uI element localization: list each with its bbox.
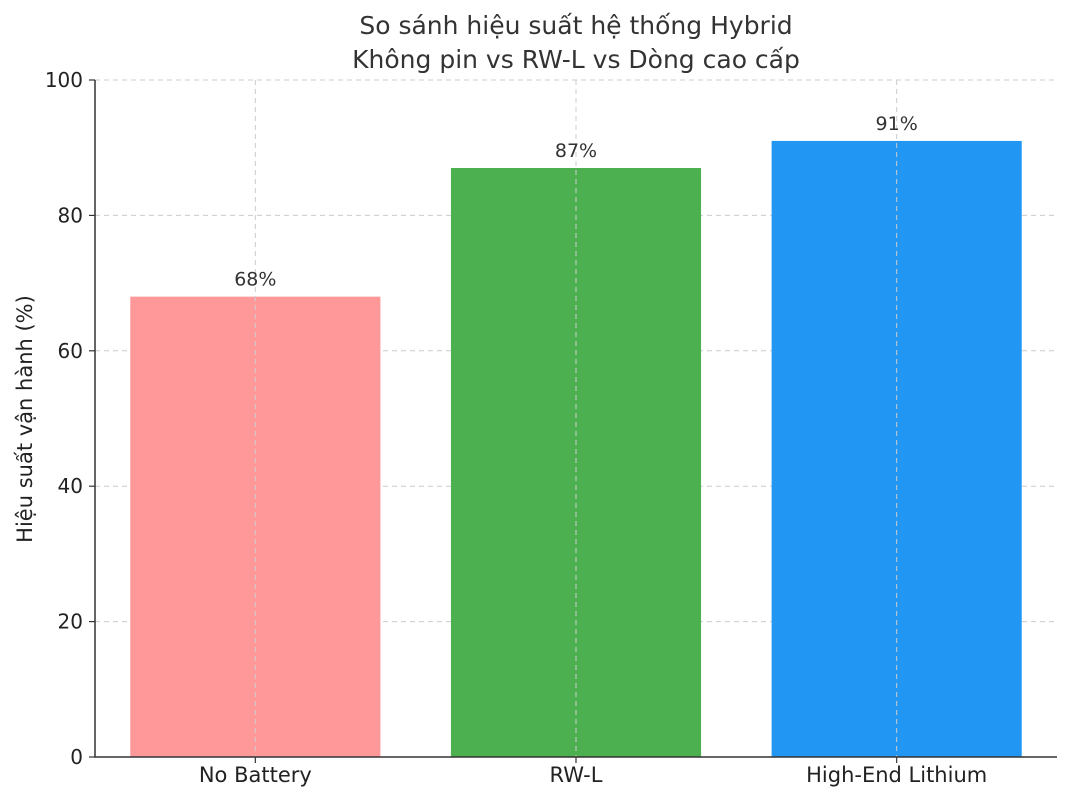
y-tick-label: 60 (58, 339, 83, 363)
y-ticks: 0 20 40 60 80 100 (45, 68, 95, 769)
data-label: 91% (876, 113, 918, 135)
vertical-gridlines (254, 80, 898, 757)
data-labels: 68% 87% 91% (234, 113, 918, 291)
x-tick-label: High-End Lithium (806, 763, 987, 787)
y-tick-label: 20 (58, 610, 83, 634)
x-ticks: No Battery RW-L High-End Lithium (199, 757, 987, 787)
y-tick-label: 40 (58, 474, 83, 498)
chart-title-line-1: So sánh hiệu suất hệ thống Hybrid (359, 11, 792, 40)
y-tick-label: 80 (58, 203, 83, 227)
x-tick-label: RW-L (550, 763, 603, 787)
bar-no-battery (130, 296, 381, 757)
data-label: 68% (234, 269, 276, 291)
y-tick-label: 0 (70, 745, 83, 769)
data-label: 87% (555, 140, 597, 162)
y-axis-label: Hiệu suất vận hành (%) (13, 295, 37, 543)
chart-title-line-2: Không pin vs RW-L vs Dòng cao cấp (352, 45, 800, 74)
y-tick-label: 100 (45, 68, 83, 92)
x-tick-label: No Battery (199, 763, 312, 787)
